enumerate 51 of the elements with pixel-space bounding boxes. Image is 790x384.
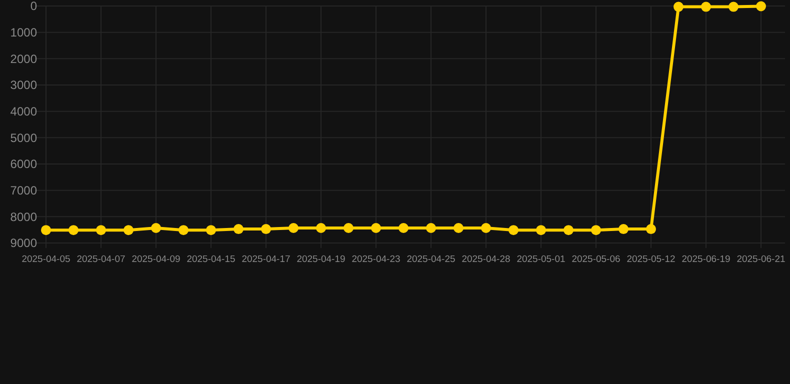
point <box>206 225 216 236</box>
x-tick-label: 2025-04-15 <box>186 254 236 265</box>
x-tick-label: 2025-05-12 <box>626 254 676 265</box>
point <box>618 224 628 234</box>
point <box>426 222 436 233</box>
point <box>316 222 326 233</box>
x-tick-label: 2025-05-06 <box>572 254 620 265</box>
x-tick-label: 2025-04-05 <box>22 254 70 265</box>
y-tick-label: 2000 <box>10 52 38 66</box>
y-tick-label: 1000 <box>10 26 38 40</box>
point <box>124 225 134 236</box>
point <box>344 222 354 233</box>
y-tick-label: 6000 <box>10 157 38 172</box>
x-tick-label: 2025-04-07 <box>76 254 126 265</box>
point <box>564 225 574 236</box>
y-tick-label: 9000 <box>10 236 38 250</box>
x-tick-label: 2025-06-21 <box>736 254 786 265</box>
point <box>591 225 601 236</box>
point <box>454 222 464 233</box>
point <box>756 1 766 12</box>
point <box>96 225 106 236</box>
point <box>398 222 408 233</box>
point <box>234 224 244 234</box>
point <box>371 222 381 233</box>
y-tick-label: 7000 <box>10 184 38 198</box>
point <box>536 225 546 236</box>
point <box>481 222 491 233</box>
x-tick-label: 2025-04-19 <box>296 254 346 265</box>
point <box>178 225 188 236</box>
point <box>646 224 656 234</box>
x-tick-label: 2025-05-01 <box>516 254 566 265</box>
y-tick-label: 4000 <box>10 104 38 119</box>
point <box>728 2 738 12</box>
point <box>41 225 51 236</box>
point <box>508 225 518 236</box>
point <box>674 2 684 12</box>
y-tick-label: 8000 <box>10 210 38 224</box>
x-tick-label: 2025-04-28 <box>462 254 510 265</box>
x-tick-label: 2025-06-19 <box>682 254 730 265</box>
point <box>68 225 78 236</box>
x-tick-label: 2025-04-23 <box>352 254 400 265</box>
y-tick-label: 5000 <box>10 130 38 145</box>
x-tick-label: 2025-04-09 <box>132 254 180 265</box>
point <box>701 2 711 12</box>
point <box>151 222 161 233</box>
x-tick-label: 2025-04-17 <box>242 254 290 265</box>
point <box>288 222 298 233</box>
y-tick-label: 0 <box>30 0 38 14</box>
y-tick-label: 3000 <box>10 78 38 92</box>
point <box>261 224 271 234</box>
x-tick-label: 2025-04-25 <box>406 254 456 265</box>
